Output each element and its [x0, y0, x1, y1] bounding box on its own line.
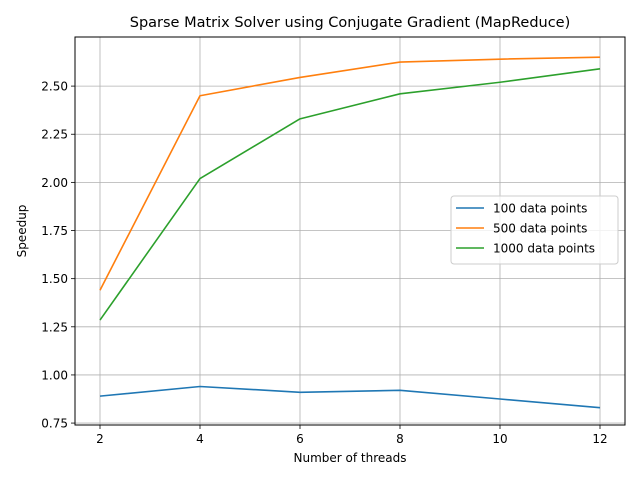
- series-line-1: [99, 56, 601, 291]
- legend-label: 1000 data points: [493, 242, 595, 256]
- chart-title: Sparse Matrix Solver using Conjugate Gra…: [130, 15, 571, 31]
- plot-area-frame: [74, 36, 626, 426]
- y-tick-label: 0.75: [41, 417, 68, 431]
- x-tick-label: 4: [196, 432, 204, 446]
- y-tick-label: 1.00: [41, 368, 68, 382]
- x-tick-label: 2: [96, 432, 104, 446]
- series-line-2: [99, 67, 601, 321]
- y-tick-label: 1.50: [41, 272, 68, 286]
- series-line-0: [99, 385, 601, 409]
- x-axis-title: Number of threads: [294, 451, 407, 465]
- x-tick-label: 10: [492, 432, 507, 446]
- y-axis-title: Speedup: [15, 205, 29, 258]
- legend-label: 100 data points: [493, 202, 587, 216]
- legend-box: [450, 195, 619, 265]
- axis-ticks: 2 4 6 8 10 12 0.75 1.00 1.25 1.50 1.75 2.00 2.25 2.50: [41, 80, 607, 446]
- y-tick-label: 2.50: [41, 80, 68, 94]
- x-tick-label: 12: [592, 432, 607, 446]
- y-tick-label: 2.25: [41, 128, 68, 142]
- y-tick-label: 1.25: [41, 320, 68, 334]
- legend-label: 500 data points: [493, 222, 587, 236]
- x-tick-label: 8: [396, 432, 404, 446]
- x-tick-label: 6: [296, 432, 304, 446]
- y-tick-label: 1.75: [41, 224, 68, 238]
- y-tick-label: 2.00: [41, 176, 68, 190]
- series-lines: [99, 56, 601, 409]
- legend: 100 data points 500 data points 1000 data …: [450, 195, 619, 265]
